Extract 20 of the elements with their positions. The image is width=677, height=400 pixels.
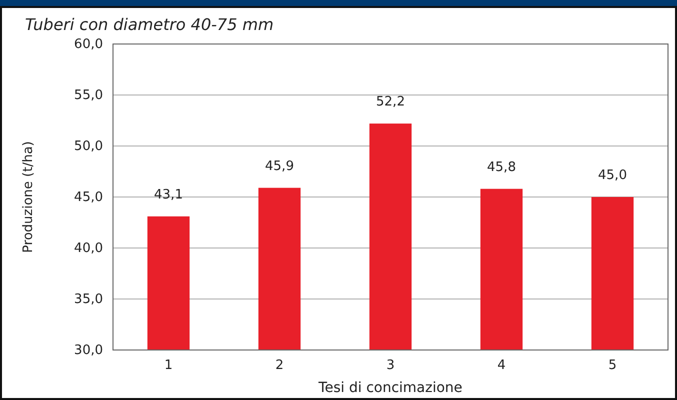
y-tick-label: 30,0 xyxy=(74,343,103,358)
data-label: 52,2 xyxy=(376,94,405,110)
chart-title: Tuberi con diametro 40-75 mm xyxy=(25,15,274,34)
x-tick-label: 5 xyxy=(608,358,617,374)
y-tick-label: 55,0 xyxy=(74,88,103,104)
x-axis-title: Tesi di concimazione xyxy=(318,380,462,396)
x-tick-label: 3 xyxy=(386,358,395,374)
x-tick-label: 2 xyxy=(275,358,284,374)
x-tick-label: 1 xyxy=(164,358,173,374)
y-tick-label: 40,0 xyxy=(74,241,103,256)
data-label: 45,9 xyxy=(265,158,294,174)
data-label: 45,8 xyxy=(487,160,516,175)
y-tick-label: 45,0 xyxy=(74,190,103,206)
data-label: 45,0 xyxy=(598,168,627,183)
x-tick-label: 4 xyxy=(497,358,506,374)
data-label: 43,1 xyxy=(154,187,183,202)
y-tick-label: 60,0 xyxy=(74,37,103,52)
y-tick-label: 35,0 xyxy=(74,292,103,308)
y-tick-label: 50,0 xyxy=(74,139,103,154)
y-axis-title: Produzione (t/ha) xyxy=(21,141,36,253)
